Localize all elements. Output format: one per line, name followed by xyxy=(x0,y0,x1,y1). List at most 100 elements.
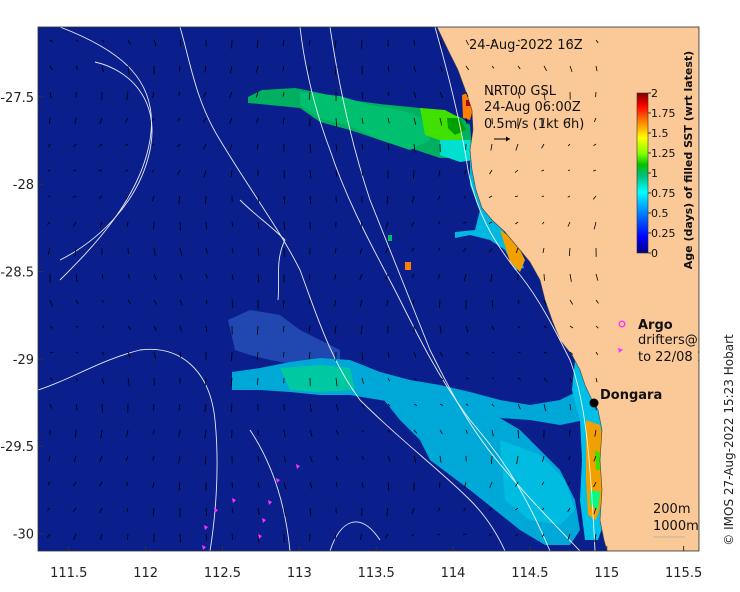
current-vector xyxy=(569,325,574,329)
current-vector xyxy=(99,117,103,125)
current-vector xyxy=(541,221,545,225)
current-vector xyxy=(491,429,494,437)
current-vector xyxy=(463,507,467,512)
current-vector xyxy=(229,143,233,151)
current-vector xyxy=(178,481,181,491)
current-label-line3: 0.5m/s (1kt 6h) xyxy=(484,117,584,132)
current-vector xyxy=(595,377,598,383)
current-vector xyxy=(75,325,79,328)
current-vector xyxy=(361,377,365,385)
current-vector xyxy=(411,195,415,203)
current-vector xyxy=(361,481,364,489)
current-vector xyxy=(73,143,77,148)
current-vector xyxy=(595,39,599,44)
current-vector xyxy=(229,65,233,74)
current-vector xyxy=(101,299,104,303)
current-vector xyxy=(126,533,129,540)
current-vector xyxy=(49,299,53,307)
current-vector xyxy=(153,273,157,280)
current-vector xyxy=(437,221,441,225)
current-vector xyxy=(335,455,339,461)
current-vector xyxy=(335,481,338,488)
x-tick-label: 114 xyxy=(441,566,466,581)
dongara-marker[interactable] xyxy=(589,398,599,408)
current-vector xyxy=(49,377,53,381)
current-vector xyxy=(101,377,105,385)
current-vector xyxy=(257,325,259,335)
current-vector xyxy=(567,195,571,198)
current-vector xyxy=(488,195,493,198)
current-vector xyxy=(543,377,548,382)
current-vector xyxy=(541,507,545,511)
current-vector xyxy=(283,429,286,437)
current-vector xyxy=(47,169,51,172)
drifter-legend-icon xyxy=(618,348,623,353)
current-vector xyxy=(127,325,132,330)
current-vector xyxy=(361,403,365,408)
current-vector xyxy=(282,351,285,358)
current-vector xyxy=(72,169,77,172)
current-vector xyxy=(437,195,441,200)
current-vector xyxy=(231,533,234,540)
current-vector xyxy=(309,195,312,205)
drifter-marker xyxy=(202,545,206,550)
current-vector xyxy=(569,377,573,383)
current-vector xyxy=(127,299,131,304)
current-label-line2: 24-Aug 06:00Z xyxy=(484,100,581,115)
x-tick-label: 111.5 xyxy=(50,566,87,581)
map-panel[interactable]: Dongara 24-Aug-2022 16Z NRT00 GSL 24-Aug… xyxy=(38,27,722,551)
land-mass xyxy=(436,27,699,551)
current-vector xyxy=(178,429,181,437)
current-vector xyxy=(125,117,129,123)
current-vector xyxy=(465,325,469,333)
current-vector xyxy=(517,377,521,380)
current-vector xyxy=(308,39,311,46)
current-vector xyxy=(229,91,233,98)
current-vector xyxy=(98,195,103,199)
current-vector xyxy=(100,533,103,540)
current-vector xyxy=(439,377,444,380)
current-vector xyxy=(387,143,390,151)
colorbar-tick-label: 1 xyxy=(651,167,658,180)
current-vector xyxy=(462,533,467,536)
current-vector xyxy=(282,39,285,47)
current-vector xyxy=(75,65,78,70)
current-vector xyxy=(359,533,363,541)
current-vector xyxy=(49,117,51,125)
current-vector xyxy=(360,221,363,230)
current-vector xyxy=(413,169,415,179)
current-vector xyxy=(179,325,182,332)
colorbar: 2 1.75 1.5 1.25 1 0.75 0.5 0.25 0 Age (days) of … xyxy=(636,51,695,269)
current-vector xyxy=(205,221,208,230)
current-vector xyxy=(514,169,519,173)
current-vector xyxy=(152,403,155,411)
current-vector xyxy=(569,403,572,411)
y-tick-label: -30 xyxy=(13,528,34,543)
current-vector xyxy=(126,91,129,101)
colorbar-ticks: 2 1.75 1.5 1.25 1 0.75 0.5 0.25 0 xyxy=(648,87,676,260)
current-vector xyxy=(515,143,519,151)
current-vector xyxy=(47,247,51,255)
current-vector xyxy=(567,481,571,486)
current-vector xyxy=(49,91,52,99)
current-vector xyxy=(491,91,494,96)
current-vector xyxy=(125,143,129,147)
current-vector xyxy=(464,481,467,488)
current-vector xyxy=(384,533,389,539)
current-vector xyxy=(489,481,493,488)
current-vector xyxy=(361,143,364,150)
current-vector xyxy=(205,273,208,279)
current-vector xyxy=(437,247,441,251)
current-vector xyxy=(413,351,417,358)
current-vector xyxy=(490,273,493,282)
current-vector xyxy=(283,507,286,517)
current-vector xyxy=(465,117,468,125)
current-vector xyxy=(257,481,260,489)
current-vector xyxy=(569,65,573,73)
current-vector xyxy=(386,299,389,307)
current-vector xyxy=(387,377,390,382)
current-vector xyxy=(361,117,364,124)
current-vector xyxy=(49,65,53,71)
current-vector xyxy=(439,455,442,463)
current-vector xyxy=(439,65,443,72)
